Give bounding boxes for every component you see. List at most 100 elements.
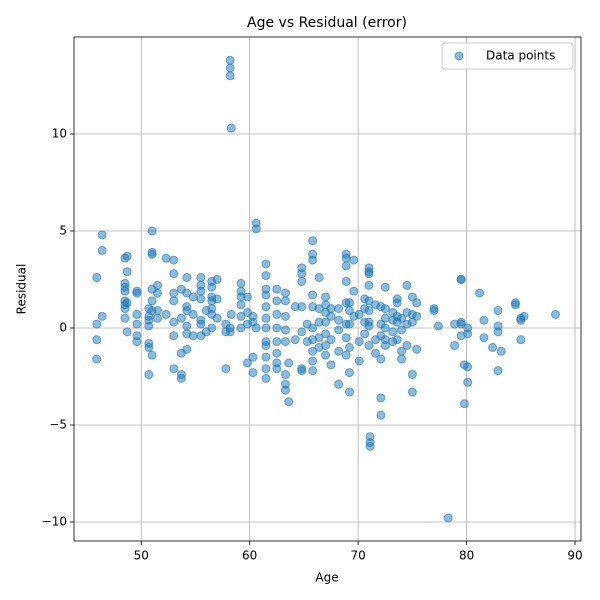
- data-point: [360, 329, 370, 339]
- data-point: [308, 236, 318, 246]
- data-point: [272, 337, 282, 347]
- data-point: [364, 269, 374, 279]
- data-point: [261, 323, 271, 333]
- data-point: [243, 292, 253, 302]
- data-point: [326, 335, 336, 345]
- data-point: [443, 513, 453, 523]
- data-point: [433, 321, 443, 331]
- data-point: [429, 306, 439, 316]
- data-point: [182, 344, 192, 354]
- data-point: [153, 280, 163, 290]
- data-point: [321, 317, 331, 327]
- data-point: [169, 317, 179, 327]
- x-axis-label: Age: [315, 571, 338, 585]
- data-point: [334, 304, 344, 314]
- data-point: [475, 288, 485, 298]
- x-tick-label: 80: [459, 549, 474, 563]
- data-point: [251, 323, 261, 333]
- data-point: [196, 286, 206, 296]
- data-point: [334, 379, 344, 389]
- data-point: [349, 255, 359, 265]
- data-point: [341, 253, 351, 263]
- data-point: [334, 346, 344, 356]
- data-point: [479, 315, 489, 325]
- data-point: [97, 230, 107, 240]
- data-point: [169, 331, 179, 341]
- data-point: [176, 313, 186, 323]
- data-point: [321, 329, 331, 339]
- data-point: [334, 315, 344, 325]
- data-point: [297, 302, 307, 312]
- data-point: [176, 373, 186, 383]
- y-tick-label: −5: [49, 417, 67, 431]
- data-point: [364, 321, 374, 331]
- data-point: [261, 290, 271, 300]
- data-point: [364, 296, 374, 306]
- data-point: [488, 342, 498, 352]
- data-point: [153, 306, 163, 316]
- data-point: [236, 300, 246, 310]
- data-point: [236, 323, 246, 333]
- data-point: [326, 304, 336, 314]
- data-point: [261, 313, 271, 323]
- data-point: [261, 302, 271, 312]
- data-point: [169, 255, 179, 265]
- data-point: [212, 313, 222, 323]
- chart-title: Age vs Residual (error): [247, 15, 407, 31]
- data-point: [463, 362, 473, 372]
- data-point: [147, 296, 157, 306]
- data-point: [261, 352, 271, 362]
- data-point: [297, 276, 307, 286]
- y-tick-label: 10: [52, 126, 67, 140]
- data-point: [261, 259, 271, 269]
- x-tick-label: 50: [134, 549, 149, 563]
- data-point: [169, 296, 179, 306]
- data-point: [326, 360, 336, 370]
- data-point: [120, 313, 130, 323]
- data-point: [290, 335, 300, 345]
- data-point: [284, 397, 294, 407]
- data-point: [380, 304, 390, 314]
- data-point: [207, 323, 217, 333]
- data-point: [380, 282, 390, 292]
- data-point: [388, 327, 398, 337]
- data-point: [380, 340, 390, 350]
- data-point: [496, 346, 506, 356]
- data-point: [551, 309, 561, 319]
- plot-frame: [73, 36, 582, 542]
- data-point: [280, 288, 290, 298]
- data-point: [344, 319, 354, 329]
- data-point: [122, 267, 132, 277]
- data-point: [122, 298, 132, 308]
- legend-box: [441, 42, 574, 70]
- data-point: [122, 251, 132, 261]
- data-point: [169, 364, 179, 374]
- data-point: [120, 286, 130, 296]
- data-point: [261, 364, 271, 374]
- data-point: [196, 319, 206, 329]
- y-tick-label: 0: [59, 320, 67, 334]
- data-point: [412, 298, 422, 308]
- y-tick-label: −10: [42, 514, 67, 528]
- data-point: [261, 340, 271, 350]
- data-point: [243, 358, 253, 368]
- data-point: [349, 286, 359, 296]
- legend-label: Data points: [486, 49, 555, 63]
- data-point: [380, 323, 390, 333]
- data-point: [97, 311, 107, 321]
- data-point: [169, 269, 179, 279]
- data-point: [97, 245, 107, 255]
- data-point: [207, 282, 217, 292]
- data-point: [516, 335, 526, 345]
- x-tick-label: 60: [242, 549, 257, 563]
- data-point: [479, 333, 489, 343]
- data-point: [188, 309, 198, 319]
- data-point: [225, 71, 235, 81]
- data-point: [147, 350, 157, 360]
- data-point: [376, 410, 386, 420]
- data-point: [280, 325, 290, 335]
- data-point: [272, 323, 282, 333]
- data-point: [280, 385, 290, 395]
- data-point: [326, 311, 336, 321]
- data-point: [272, 309, 282, 319]
